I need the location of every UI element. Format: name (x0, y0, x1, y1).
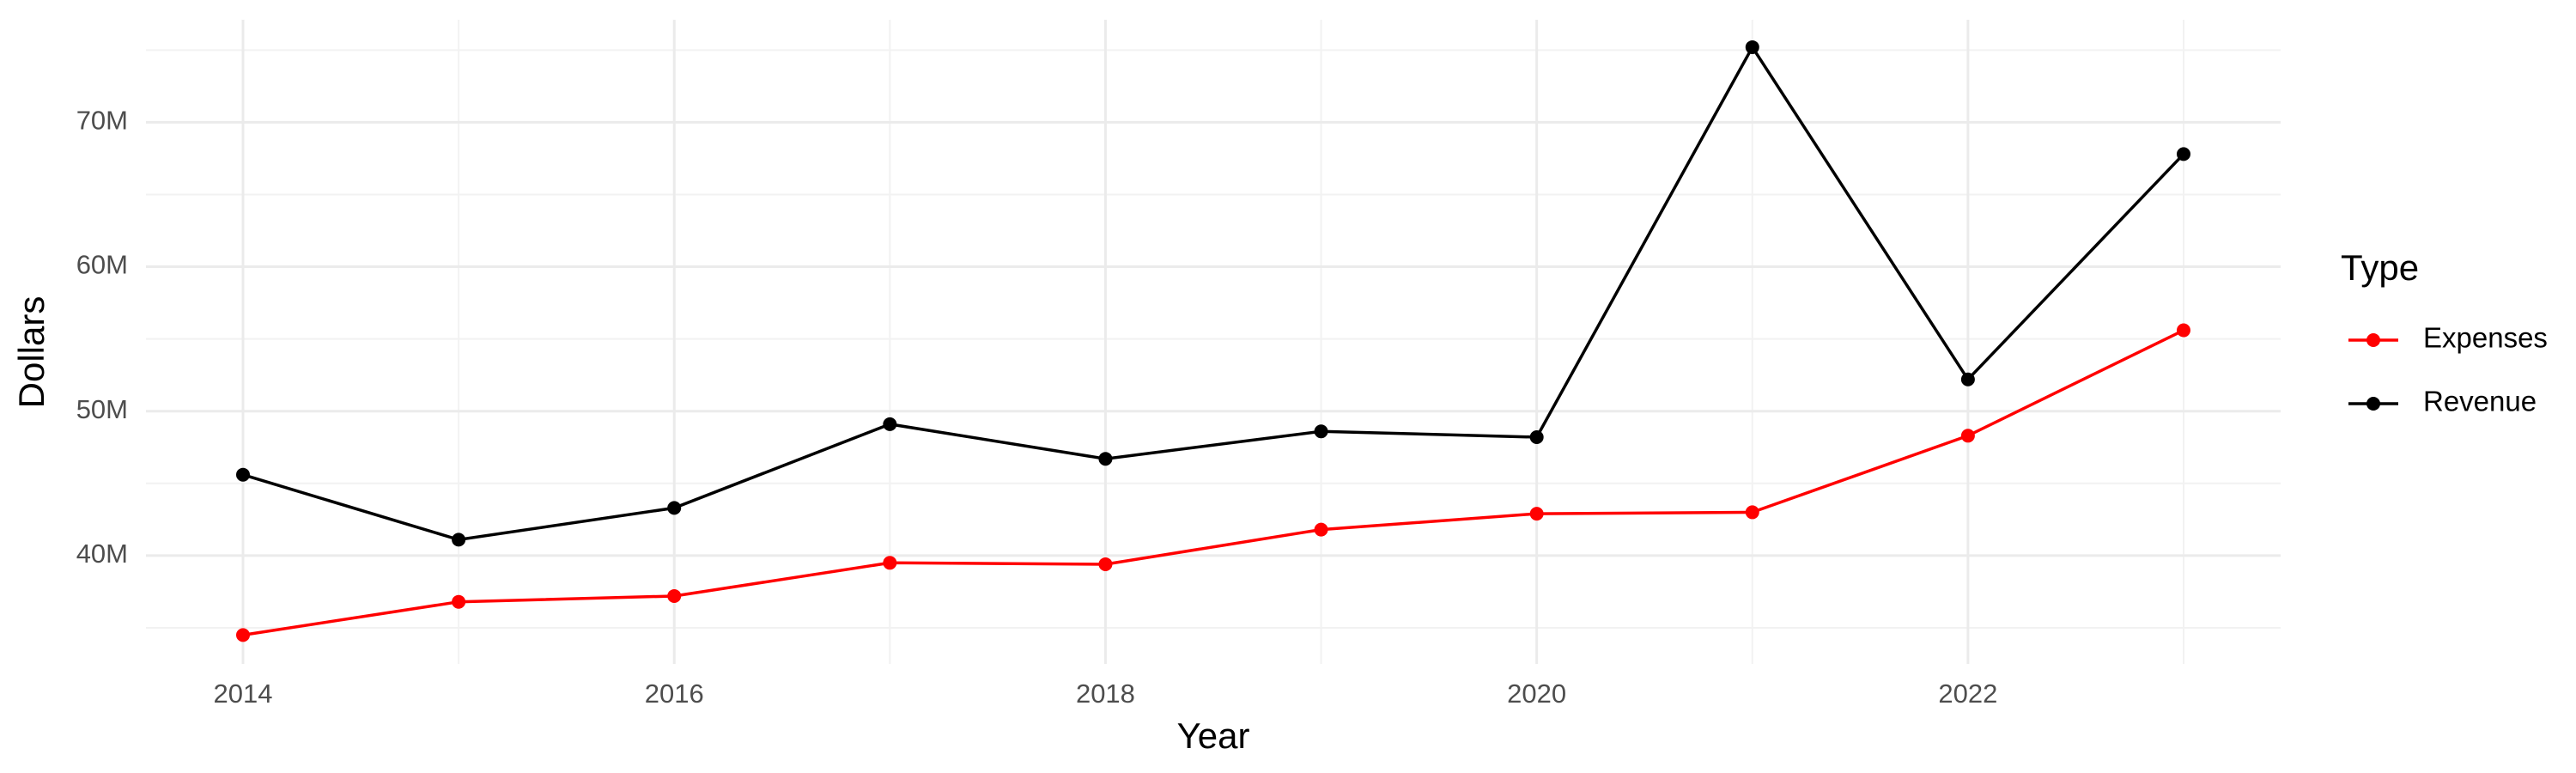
series-line (242, 44, 2185, 542)
point (883, 417, 897, 431)
point (236, 467, 250, 482)
x-tick-label: 2022 (1938, 679, 1997, 709)
legend-key-point (2366, 333, 2380, 347)
point (1098, 452, 1113, 466)
y-tick-label: 60M (76, 250, 128, 280)
point (1314, 424, 1328, 439)
y-tick-label: 50M (76, 394, 128, 424)
x-tick-label: 2014 (214, 679, 273, 709)
y-tick-label: 70M (76, 106, 128, 136)
point (1529, 507, 1544, 521)
point (2177, 147, 2190, 161)
x-tick-label: 2018 (1076, 679, 1135, 709)
point (452, 533, 466, 547)
y-axis-title: Dollars (11, 296, 52, 409)
x-tick-label: 2016 (645, 679, 704, 709)
point (1098, 557, 1113, 571)
grid (146, 20, 2281, 664)
x-axis-title: Year (1177, 715, 1250, 756)
legend-title: Type (2341, 247, 2419, 288)
marks (236, 40, 2190, 642)
point (1745, 505, 1759, 520)
x-tick-label: 2020 (1507, 679, 1566, 709)
legend-label: Expenses (2423, 322, 2548, 354)
point (1529, 429, 1544, 444)
point (1960, 429, 1975, 443)
series-line (242, 328, 2184, 637)
point (883, 556, 897, 570)
point (236, 628, 250, 642)
y-tick-label: 40M (76, 539, 128, 569)
legend-key-point (2366, 397, 2380, 411)
point (667, 501, 682, 515)
point (1960, 372, 1975, 386)
point (1745, 40, 1759, 54)
legend-label: Revenue (2423, 386, 2537, 417)
point (452, 594, 466, 609)
point (1314, 522, 1328, 537)
point (667, 588, 682, 603)
point (2177, 323, 2190, 338)
